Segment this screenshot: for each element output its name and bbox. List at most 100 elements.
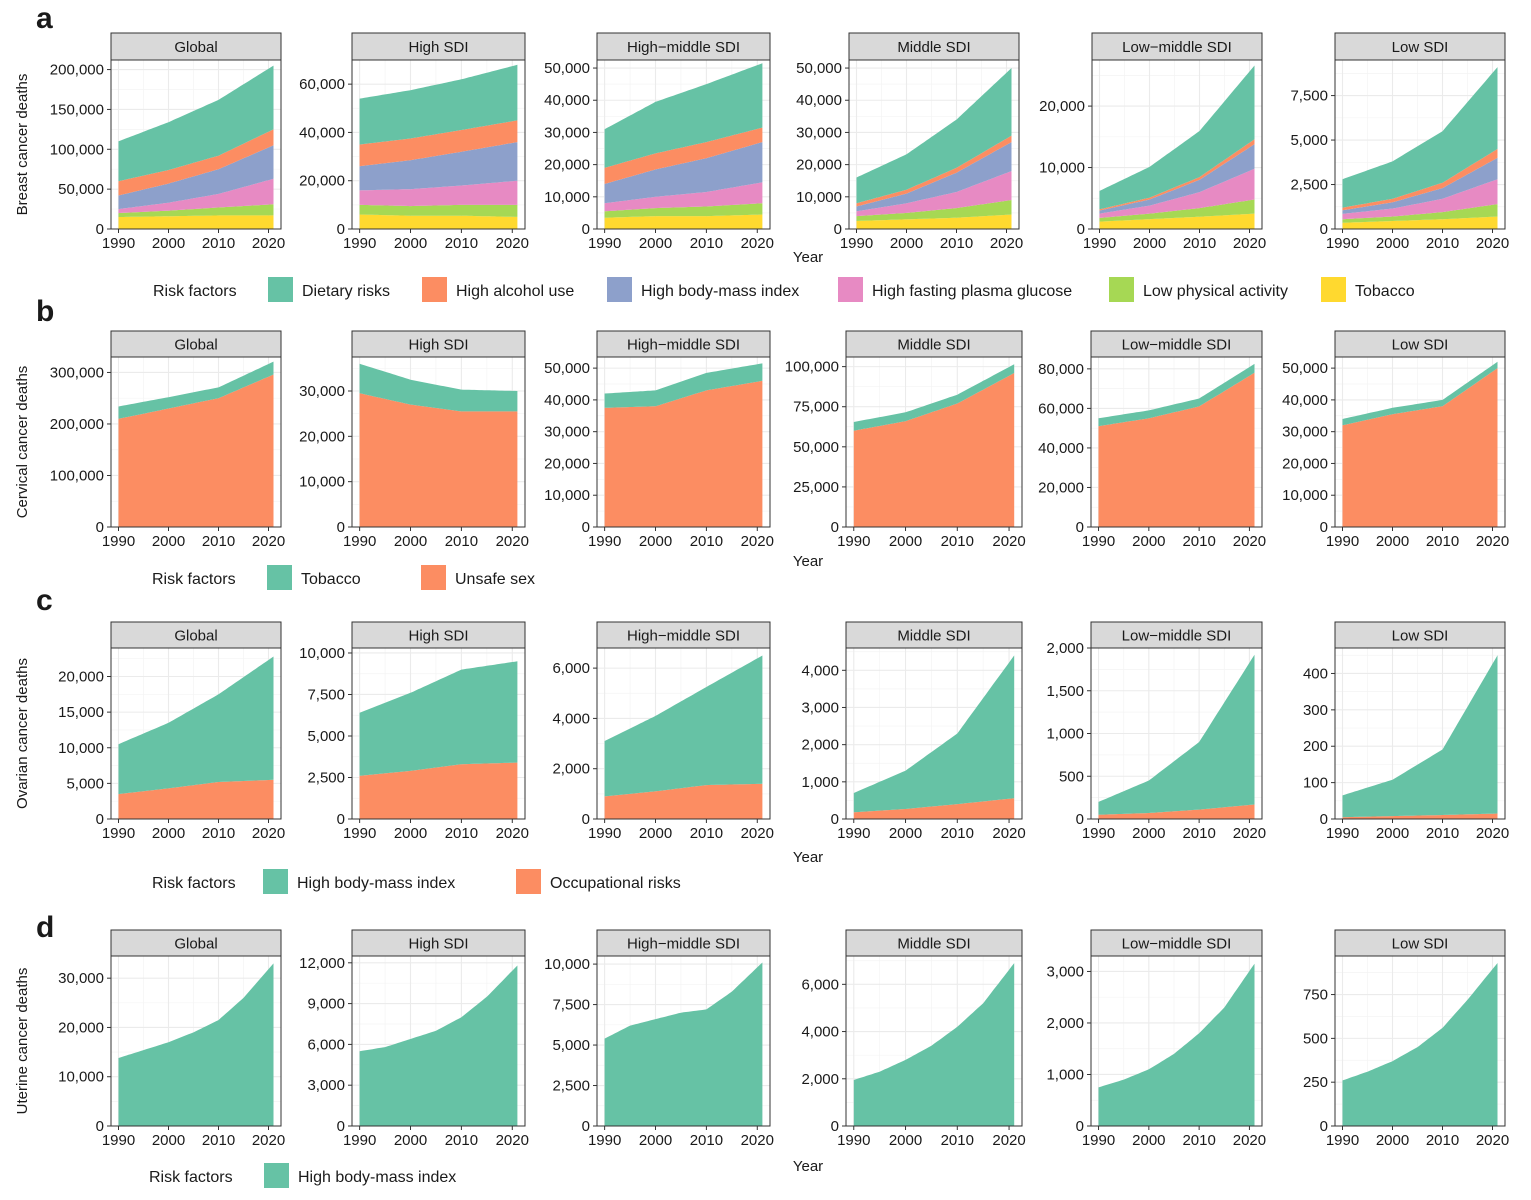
area-tobacco bbox=[1099, 213, 1255, 229]
y-tick-label: 0 bbox=[831, 1118, 839, 1135]
facet-strip bbox=[351, 32, 526, 61]
y-tick-label: 10,000 bbox=[58, 740, 104, 757]
area-low-physical-activity bbox=[359, 204, 518, 217]
x-tick-label: 2000 bbox=[394, 825, 427, 842]
y-tick-label: 20,000 bbox=[796, 157, 842, 174]
y-axis-title-a: Breast cancer deaths bbox=[14, 74, 31, 216]
x-tick-label: 2010 bbox=[1426, 1132, 1459, 1149]
x-tick-label: 2000 bbox=[639, 1132, 672, 1149]
y-tick-label: 4,000 bbox=[552, 710, 590, 727]
area-high-body-mass-index bbox=[853, 963, 1015, 1126]
x-tick-label: 2010 bbox=[1426, 825, 1459, 842]
x-tick-label: 2020 bbox=[496, 1132, 529, 1149]
x-tick-label: 2010 bbox=[690, 533, 723, 550]
legend-swatch bbox=[263, 869, 288, 894]
x-tick-label: 2020 bbox=[1233, 533, 1266, 550]
facet-strip bbox=[1334, 929, 1506, 957]
y-tick-label: 0 bbox=[834, 221, 842, 238]
area-dietary-risks bbox=[856, 68, 1012, 204]
legend-c: Risk factors High body-mass index Occupati… bbox=[152, 869, 681, 894]
x-tick-label: 2010 bbox=[202, 1132, 235, 1149]
area-high-alcohol-use bbox=[118, 129, 274, 196]
plot-border bbox=[1334, 647, 1506, 820]
area-high-body-mass-index bbox=[1342, 157, 1498, 214]
x-tick-label: 2020 bbox=[741, 1132, 774, 1149]
area-low-physical-activity bbox=[1099, 199, 1255, 222]
x-tick-label: 1990 bbox=[1326, 1132, 1359, 1149]
facet-title: High−middle SDI bbox=[627, 628, 740, 645]
x-tick-label: 2010 bbox=[1426, 533, 1459, 550]
legend-a: Risk factors Dietary risks High alcohol us… bbox=[153, 277, 1415, 302]
y-tick-label: 10,000 bbox=[58, 1069, 104, 1086]
x-tick-label: 2010 bbox=[445, 235, 478, 252]
x-tick-label: 2010 bbox=[202, 533, 235, 550]
x-tick-label: 1990 bbox=[102, 1132, 135, 1149]
x-tick-label: 2000 bbox=[639, 533, 672, 550]
legend-b: Risk factors Tobacco Unsafe sex bbox=[152, 565, 535, 590]
y-tick-label: 2,000 bbox=[552, 761, 590, 778]
legend-label: High body-mass index bbox=[298, 1169, 456, 1186]
area-high-body-mass-index bbox=[359, 965, 518, 1126]
area-high-body-mass-index bbox=[359, 661, 518, 776]
y-axis-title-b: Cervical cancer deaths bbox=[14, 366, 31, 519]
facet-title: High SDI bbox=[408, 628, 468, 645]
y-tick-label: 12,000 bbox=[299, 955, 345, 972]
facet-d-2: High−middle SDI 1990 2000 2010 2020 0 2,500 5,0… bbox=[544, 929, 774, 1149]
plot-border bbox=[110, 955, 282, 1127]
area-tobacco bbox=[359, 363, 518, 412]
legend-d: Risk factors High body-mass index bbox=[149, 1163, 456, 1188]
y-tick-label: 0 bbox=[1077, 221, 1085, 238]
x-tick-label: 1990 bbox=[102, 235, 135, 252]
facet-strip bbox=[110, 621, 282, 649]
facet-c-1: High SDI 1990 2000 2010 2020 0 2,500 5,000 7,500… bbox=[299, 621, 529, 842]
x-axis-title-a: Year bbox=[793, 249, 823, 266]
y-tick-label: 200 bbox=[1303, 738, 1328, 755]
area-high-body-mass-index bbox=[1098, 654, 1255, 815]
y-tick-label: 7,500 bbox=[552, 997, 590, 1014]
facet-a-1: High SDI 1990 2000 2010 2020 0 20,000 40,000 60,… bbox=[299, 32, 529, 252]
area-tobacco bbox=[604, 214, 763, 229]
area-high-body-mass-index bbox=[604, 655, 763, 797]
x-tick-label: 2020 bbox=[992, 825, 1025, 842]
area-low-physical-activity bbox=[856, 200, 1012, 221]
facet-strip bbox=[1334, 621, 1506, 649]
y-tick-label: 60,000 bbox=[1038, 400, 1084, 417]
facet-a-4: Low−middle SDI 1990 2000 2010 2020 0 10,000 20,… bbox=[1039, 32, 1266, 252]
x-tick-label: 2010 bbox=[690, 235, 723, 252]
legend-swatch bbox=[264, 1163, 289, 1188]
facet-strip bbox=[110, 32, 282, 61]
y-tick-label: 2,000 bbox=[801, 737, 839, 754]
y-tick-label: 500 bbox=[1059, 768, 1084, 785]
chart-row-a: a Breast cancer deaths Year Global 1990 2000 2… bbox=[14, 2, 1509, 302]
legend-label: Unsafe sex bbox=[455, 571, 535, 588]
facet-title: Low SDI bbox=[1392, 628, 1449, 645]
area-tobacco bbox=[1098, 363, 1255, 427]
y-tick-label: 10,000 bbox=[796, 189, 842, 206]
facet-b-2: High−middle SDI 1990 2000 2010 2020 0 10,000 20… bbox=[544, 330, 774, 550]
area-high-fasting-plasma-glucose bbox=[359, 180, 518, 207]
x-tick-label: 2000 bbox=[152, 1132, 185, 1149]
legend-swatch bbox=[268, 277, 293, 302]
x-tick-label: 2010 bbox=[445, 825, 478, 842]
x-tick-label: 2020 bbox=[992, 1132, 1025, 1149]
area-occupational-risks bbox=[359, 762, 518, 819]
plot-border bbox=[845, 955, 1023, 1127]
area-occupational-risks bbox=[1098, 804, 1255, 819]
plot-border bbox=[351, 356, 526, 528]
x-tick-label: 2010 bbox=[1182, 1132, 1215, 1149]
facet-b-3: Middle SDI 1990 2000 2010 2020 0 25,000 50,000 7… bbox=[785, 330, 1026, 550]
facet-title: High SDI bbox=[408, 39, 468, 56]
plot-border bbox=[596, 647, 771, 820]
plot-border bbox=[845, 647, 1023, 820]
facet-strip bbox=[1090, 330, 1263, 358]
y-tick-label: 20,000 bbox=[1038, 479, 1084, 496]
y-tick-label: 10,000 bbox=[299, 645, 345, 662]
x-tick-label: 1990 bbox=[1326, 825, 1359, 842]
y-tick-label: 2,000 bbox=[1046, 640, 1084, 657]
y-tick-label: 30,000 bbox=[58, 970, 104, 987]
plot-border bbox=[1334, 955, 1506, 1127]
y-tick-label: 0 bbox=[831, 519, 839, 536]
area-high-body-mass-index bbox=[1342, 655, 1498, 818]
facet-strip bbox=[845, 929, 1023, 957]
x-tick-label: 2000 bbox=[394, 235, 427, 252]
